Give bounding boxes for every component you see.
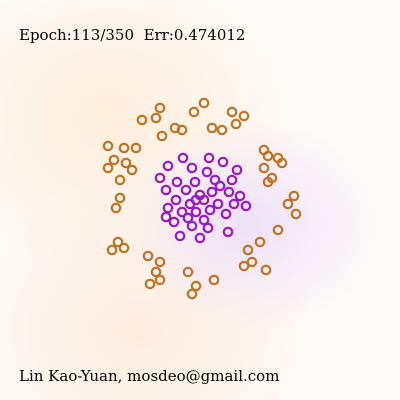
outer-class-point	[208, 274, 220, 286]
outer-class-point	[246, 256, 258, 268]
author-credit: Lin Kao-Yuan, mosdeo@gmail.com	[19, 367, 280, 385]
outer-class-point	[242, 244, 254, 256]
outer-class-point	[238, 260, 250, 272]
outer-class-point	[142, 250, 154, 262]
inner-class-point	[206, 186, 218, 198]
inner-class-point	[209, 174, 221, 186]
inner-class-point	[212, 198, 224, 210]
outer-class-point	[262, 150, 274, 162]
inner-class-point	[186, 220, 198, 232]
outer-class-point	[282, 198, 294, 210]
outer-class-point	[118, 242, 130, 254]
inner-class-point	[177, 152, 189, 164]
inner-class-point	[214, 180, 226, 192]
error-readout: Err:0.474012	[143, 26, 246, 44]
inner-class-point	[170, 194, 182, 206]
outer-class-point	[254, 236, 266, 248]
inner-class-point	[190, 194, 202, 206]
inner-class-point	[176, 206, 188, 218]
outer-class-point	[114, 192, 126, 204]
inner-class-point	[220, 208, 232, 220]
inner-class-point	[226, 174, 238, 186]
outer-class-point	[182, 266, 194, 278]
outer-class-point	[288, 190, 300, 202]
outer-class-point	[230, 118, 242, 130]
outer-class-point	[112, 236, 124, 248]
outer-class-point	[154, 274, 166, 286]
inner-class-point	[203, 152, 215, 164]
inner-class-point	[190, 206, 202, 218]
inner-class-point	[204, 204, 216, 216]
outer-class-point	[206, 122, 218, 134]
outer-class-point	[188, 106, 200, 118]
inner-class-point	[162, 202, 174, 214]
outer-class-point	[150, 266, 162, 278]
inner-class-point	[171, 176, 183, 188]
inner-class-point	[174, 230, 186, 242]
outer-class-point	[190, 280, 202, 292]
outer-class-point	[260, 264, 272, 276]
outer-class-point	[108, 154, 120, 166]
training-status: Epoch:113/350 Err:0.474012	[19, 28, 245, 43]
inner-class-point	[189, 176, 201, 188]
inner-class-point	[168, 216, 180, 228]
inner-class-point	[180, 184, 192, 196]
inner-class-point	[160, 211, 172, 223]
inner-class-point	[198, 214, 210, 226]
outer-class-point	[136, 114, 148, 126]
outer-class-point	[176, 124, 188, 136]
outer-class-point	[102, 140, 114, 152]
outer-class-point	[226, 106, 238, 118]
outer-class-point	[258, 162, 270, 174]
inner-class-point	[222, 226, 234, 238]
outer-class-point	[126, 164, 138, 176]
outer-class-point	[276, 157, 288, 169]
outer-class-point	[290, 208, 302, 220]
outer-class-point	[262, 176, 274, 188]
inner-class-point	[182, 212, 194, 224]
outer-class-point	[186, 288, 198, 300]
inner-class-point	[162, 160, 174, 172]
inner-class-point	[194, 232, 206, 244]
inner-class-point	[186, 162, 198, 174]
epoch-counter: Epoch:113/350	[19, 26, 135, 44]
outer-class-point	[150, 112, 162, 124]
outer-class-point	[156, 130, 168, 142]
inner-class-point	[217, 156, 229, 168]
outer-class-point	[154, 102, 166, 114]
outer-class-point	[272, 224, 284, 236]
inner-class-point	[240, 200, 252, 212]
outer-class-point	[114, 174, 126, 186]
inner-class-point	[202, 222, 214, 234]
outer-class-point	[106, 244, 118, 256]
inner-class-point	[228, 198, 240, 210]
outer-class-point	[216, 124, 228, 136]
inner-class-point	[234, 190, 246, 202]
outer-class-point	[130, 142, 142, 154]
outer-class-point	[144, 278, 156, 290]
inner-class-point	[154, 172, 166, 184]
inner-class-point	[201, 166, 213, 178]
outer-class-point	[118, 142, 130, 154]
outer-class-point	[238, 110, 250, 122]
outer-class-point	[110, 202, 122, 214]
outer-class-point	[102, 162, 114, 174]
outer-class-point	[120, 157, 132, 169]
outer-class-point	[198, 97, 210, 109]
inner-class-point	[231, 164, 243, 176]
outer-class-point	[154, 256, 166, 268]
inner-class-point	[160, 184, 172, 196]
inner-class-point	[223, 186, 235, 198]
